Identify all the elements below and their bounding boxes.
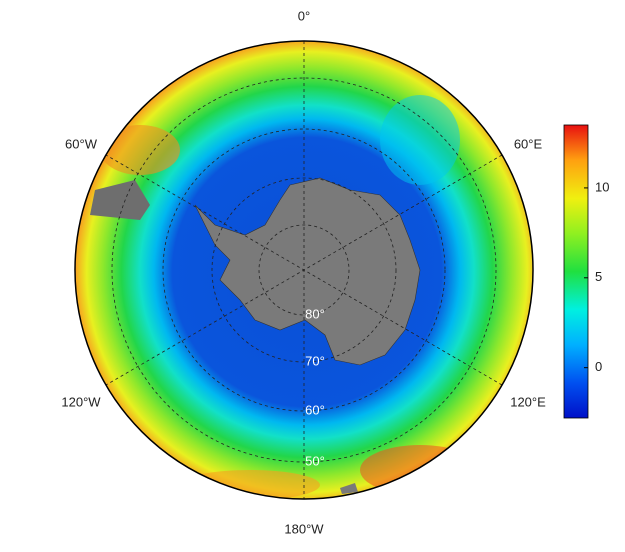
meridian-label: 60°E [514,136,543,151]
parallel-label: 50° [305,453,325,468]
colorbar-tick-label: 5 [595,269,602,284]
colorbar-tick-label: 0 [595,359,602,374]
parallel-label: 70° [305,353,325,368]
parallel-label: 60° [305,402,325,417]
antarctica [194,177,421,366]
meridian-label: 0° [298,8,310,23]
island [340,483,358,494]
meridian-label: 60°W [65,136,98,151]
graticule [105,41,503,499]
parallel-label: 80° [305,306,325,321]
colorbar-scale [563,124,589,419]
colorbar-tick-label: 10 [595,179,609,194]
meridian-label: 120°W [61,394,101,409]
map-frame [74,40,534,500]
meridian-label: 180°W [284,521,324,536]
meridian-label: 120°E [510,394,546,409]
colorbar [563,124,589,419]
